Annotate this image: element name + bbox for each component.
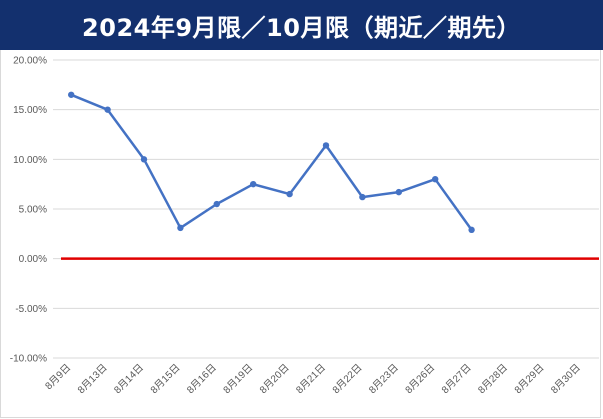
x-tick-label: 8月14日 [112,362,146,396]
data-point [213,200,220,208]
series-line [69,93,473,232]
x-tick-label: 8月22日 [330,362,364,396]
chart-area: 20.00% 15.00% 10.00% 5.00% 0.00% -5.00% -10.00… [0,50,601,418]
data-point [322,142,330,149]
data-point [68,91,75,98]
x-tick-label: 8月27日 [439,362,473,396]
data-point [286,190,293,198]
x-tick-label: 8月26日 [403,362,437,396]
x-tick-label: 8月16日 [184,362,218,396]
x-tick-label: 8月20日 [257,362,291,396]
x-tick-label: 8月23日 [366,362,400,396]
x-tick-label: 8月13日 [75,362,109,396]
y-tick-label: -10.00% [10,354,47,365]
y-tick-label: 15.00% [13,105,47,116]
data-point [250,180,257,188]
y-tick-label: 20.00% [13,56,47,67]
x-tick-label: 8月21日 [294,362,328,396]
data-point [432,176,439,183]
y-tick-label: 5.00% [19,205,47,216]
data-point [177,224,184,232]
x-tick-label: 8月30日 [548,362,582,396]
x-tick-label: 8月19日 [221,362,255,396]
x-tick-label: 8月9日 [43,362,73,392]
y-tick-label: -5.00% [15,304,47,315]
data-point [395,188,402,196]
y-tick-label: 0.00% [19,254,47,265]
y-tick-label: 10.00% [13,155,47,166]
x-tick-label: 8月15日 [148,362,182,396]
data-point [468,226,475,234]
x-tick-label: 8月29日 [512,362,546,396]
data-point [140,156,148,163]
x-tick-label: 8月28日 [476,362,510,396]
title-bar: 2024年9月限／10月限（期近／期先） [0,0,603,50]
data-point [104,106,111,113]
line-chart: 20.00% 15.00% 10.00% 5.00% 0.00% -5.00% -10.00… [10,56,599,396]
data-point [359,193,366,201]
chart-title: 2024年9月限／10月限（期近／期先） [82,13,521,42]
